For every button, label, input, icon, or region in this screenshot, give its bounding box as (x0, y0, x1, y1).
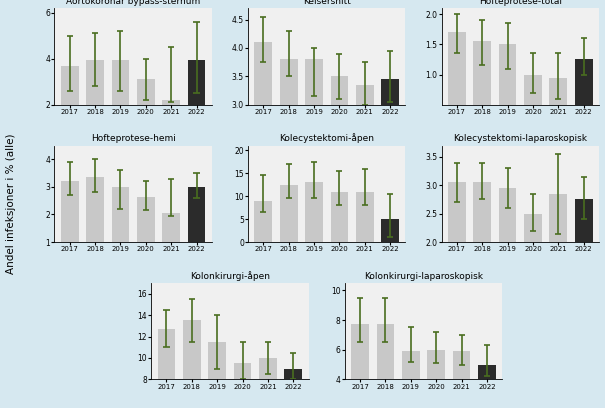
Bar (254, 42, 272, 275)
Bar (280, 59, 298, 275)
Bar (549, 194, 567, 356)
Title: Hofteprotese-total: Hofteprotese-total (479, 0, 562, 6)
Text: Andel infeksjoner i % (alle): Andel infeksjoner i % (alle) (6, 134, 16, 274)
Bar (473, 41, 491, 135)
Bar (60, 66, 79, 151)
Bar (86, 177, 104, 270)
Bar (188, 187, 206, 270)
Bar (208, 342, 226, 408)
Bar (280, 184, 298, 242)
Bar (478, 365, 496, 408)
Bar (259, 358, 277, 408)
Bar (162, 100, 180, 151)
Bar (254, 201, 272, 242)
Bar (137, 80, 155, 151)
Bar (381, 219, 399, 242)
Bar (351, 324, 369, 408)
Bar (137, 197, 155, 270)
Bar (234, 364, 252, 408)
Bar (549, 78, 567, 135)
Bar (402, 351, 420, 408)
Title: Hofteprotese-hemi: Hofteprotese-hemi (91, 134, 175, 143)
Bar (60, 182, 79, 270)
Bar (330, 191, 348, 242)
Bar (381, 79, 399, 275)
Bar (305, 182, 323, 242)
Bar (356, 85, 374, 275)
Bar (427, 350, 445, 408)
Bar (284, 369, 302, 408)
Title: Aortokoronar bypass-sternum: Aortokoronar bypass-sternum (66, 0, 200, 6)
Bar (111, 60, 129, 151)
Title: Kolonkirurgi-åpen: Kolonkirurgi-åpen (190, 271, 270, 281)
Bar (499, 188, 517, 356)
Bar (448, 182, 466, 356)
Bar (356, 191, 374, 242)
Bar (330, 76, 348, 275)
Bar (575, 200, 593, 356)
Title: Kolonkirurgi-laparoskopisk: Kolonkirurgi-laparoskopisk (364, 272, 483, 281)
Bar (111, 187, 129, 270)
Title: Keisersnitt: Keisersnitt (302, 0, 351, 6)
Bar (473, 182, 491, 356)
Bar (162, 213, 180, 270)
Title: Kolecystektomi-åpen: Kolecystektomi-åpen (279, 133, 374, 143)
Bar (305, 59, 323, 275)
Bar (499, 44, 517, 135)
Bar (376, 324, 394, 408)
Bar (575, 60, 593, 135)
Bar (453, 351, 471, 408)
Bar (524, 214, 542, 356)
Bar (448, 32, 466, 135)
Title: Kolecystektomi-laparoskopisk: Kolecystektomi-laparoskopisk (453, 134, 587, 143)
Bar (524, 75, 542, 135)
Bar (188, 60, 206, 151)
Bar (183, 320, 201, 408)
Bar (86, 60, 104, 151)
Bar (157, 329, 175, 408)
